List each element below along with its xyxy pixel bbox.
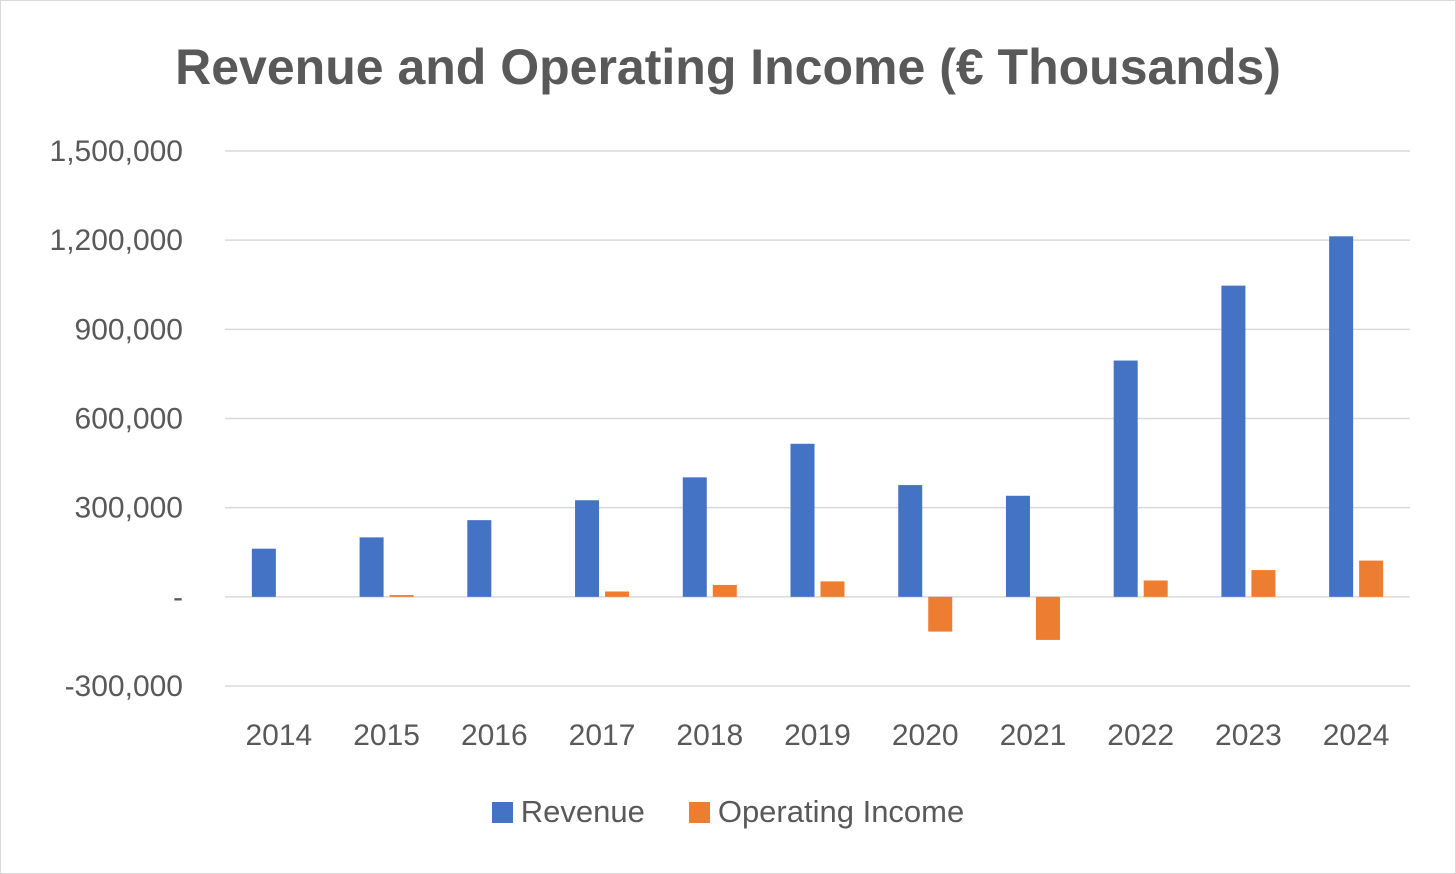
bar-operating-income-2015 <box>389 595 414 597</box>
bar-revenue-2016 <box>467 520 492 597</box>
bar-revenue-2024 <box>1329 236 1354 597</box>
bar-revenue-2017 <box>575 500 600 597</box>
y-tick-label: - <box>173 581 183 614</box>
bar-revenue-2015 <box>359 537 384 597</box>
x-axis-ticks: 2014 2015 2016 2017 2018 2019 2020 2021 2022 2023… <box>245 719 1389 752</box>
bar-revenue-2022 <box>1113 360 1138 597</box>
bar-operating-income-2023 <box>1251 570 1276 597</box>
legend-label-operating-income: Operating Income <box>717 794 965 829</box>
y-tick-label: 1,200,000 <box>50 224 183 257</box>
bar-operating-income-2024 <box>1359 560 1384 597</box>
x-tick-label: 2014 <box>245 719 312 752</box>
x-tick-label: 2019 <box>784 719 851 752</box>
bar-revenue-2019 <box>790 443 815 597</box>
y-tick-label: -300,000 <box>65 670 183 703</box>
legend-label-revenue: Revenue <box>520 794 645 829</box>
bar-revenue-2014 <box>251 548 276 597</box>
legend-item-operating-income: Operating Income <box>688 794 965 830</box>
bar-operating-income-2022 <box>1143 580 1168 597</box>
legend: Revenue Operating Income <box>0 794 1456 830</box>
y-axis-ticks: 1,500,000 1,200,000 900,000 600,000 300,000 -… <box>50 135 183 703</box>
bar-revenue-2020 <box>898 485 923 597</box>
bar-revenue-2023 <box>1221 285 1246 597</box>
bar-revenue-2018 <box>682 477 707 597</box>
legend-swatch-revenue <box>491 801 513 823</box>
legend-swatch-operating-income <box>688 801 710 823</box>
x-tick-label: 2021 <box>1000 719 1067 752</box>
y-tick-label: 600,000 <box>75 403 183 436</box>
bar-operating-income-2021 <box>1035 596 1060 640</box>
x-tick-label: 2020 <box>892 719 959 752</box>
bar-operating-income-2018 <box>712 584 737 597</box>
chart-title: Revenue and Operating Income (€ Thousand… <box>175 39 1281 95</box>
y-tick-label: 900,000 <box>75 313 183 346</box>
x-tick-label: 2024 <box>1323 719 1390 752</box>
bars <box>251 236 1384 640</box>
x-tick-label: 2015 <box>353 719 420 752</box>
x-tick-label: 2016 <box>461 719 528 752</box>
y-tick-label: 300,000 <box>75 492 183 525</box>
gridlines <box>225 150 1410 687</box>
x-tick-label: 2022 <box>1107 719 1174 752</box>
bar-operating-income-2019 <box>820 581 845 597</box>
bar-operating-income-2017 <box>605 591 630 597</box>
x-tick-label: 2023 <box>1215 719 1282 752</box>
legend-item-revenue: Revenue <box>491 794 645 830</box>
bar-revenue-2021 <box>1005 495 1030 597</box>
bar-operating-income-2020 <box>928 596 953 632</box>
x-tick-label: 2017 <box>569 719 636 752</box>
y-tick-label: 1,500,000 <box>50 135 183 168</box>
x-tick-label: 2018 <box>676 719 743 752</box>
